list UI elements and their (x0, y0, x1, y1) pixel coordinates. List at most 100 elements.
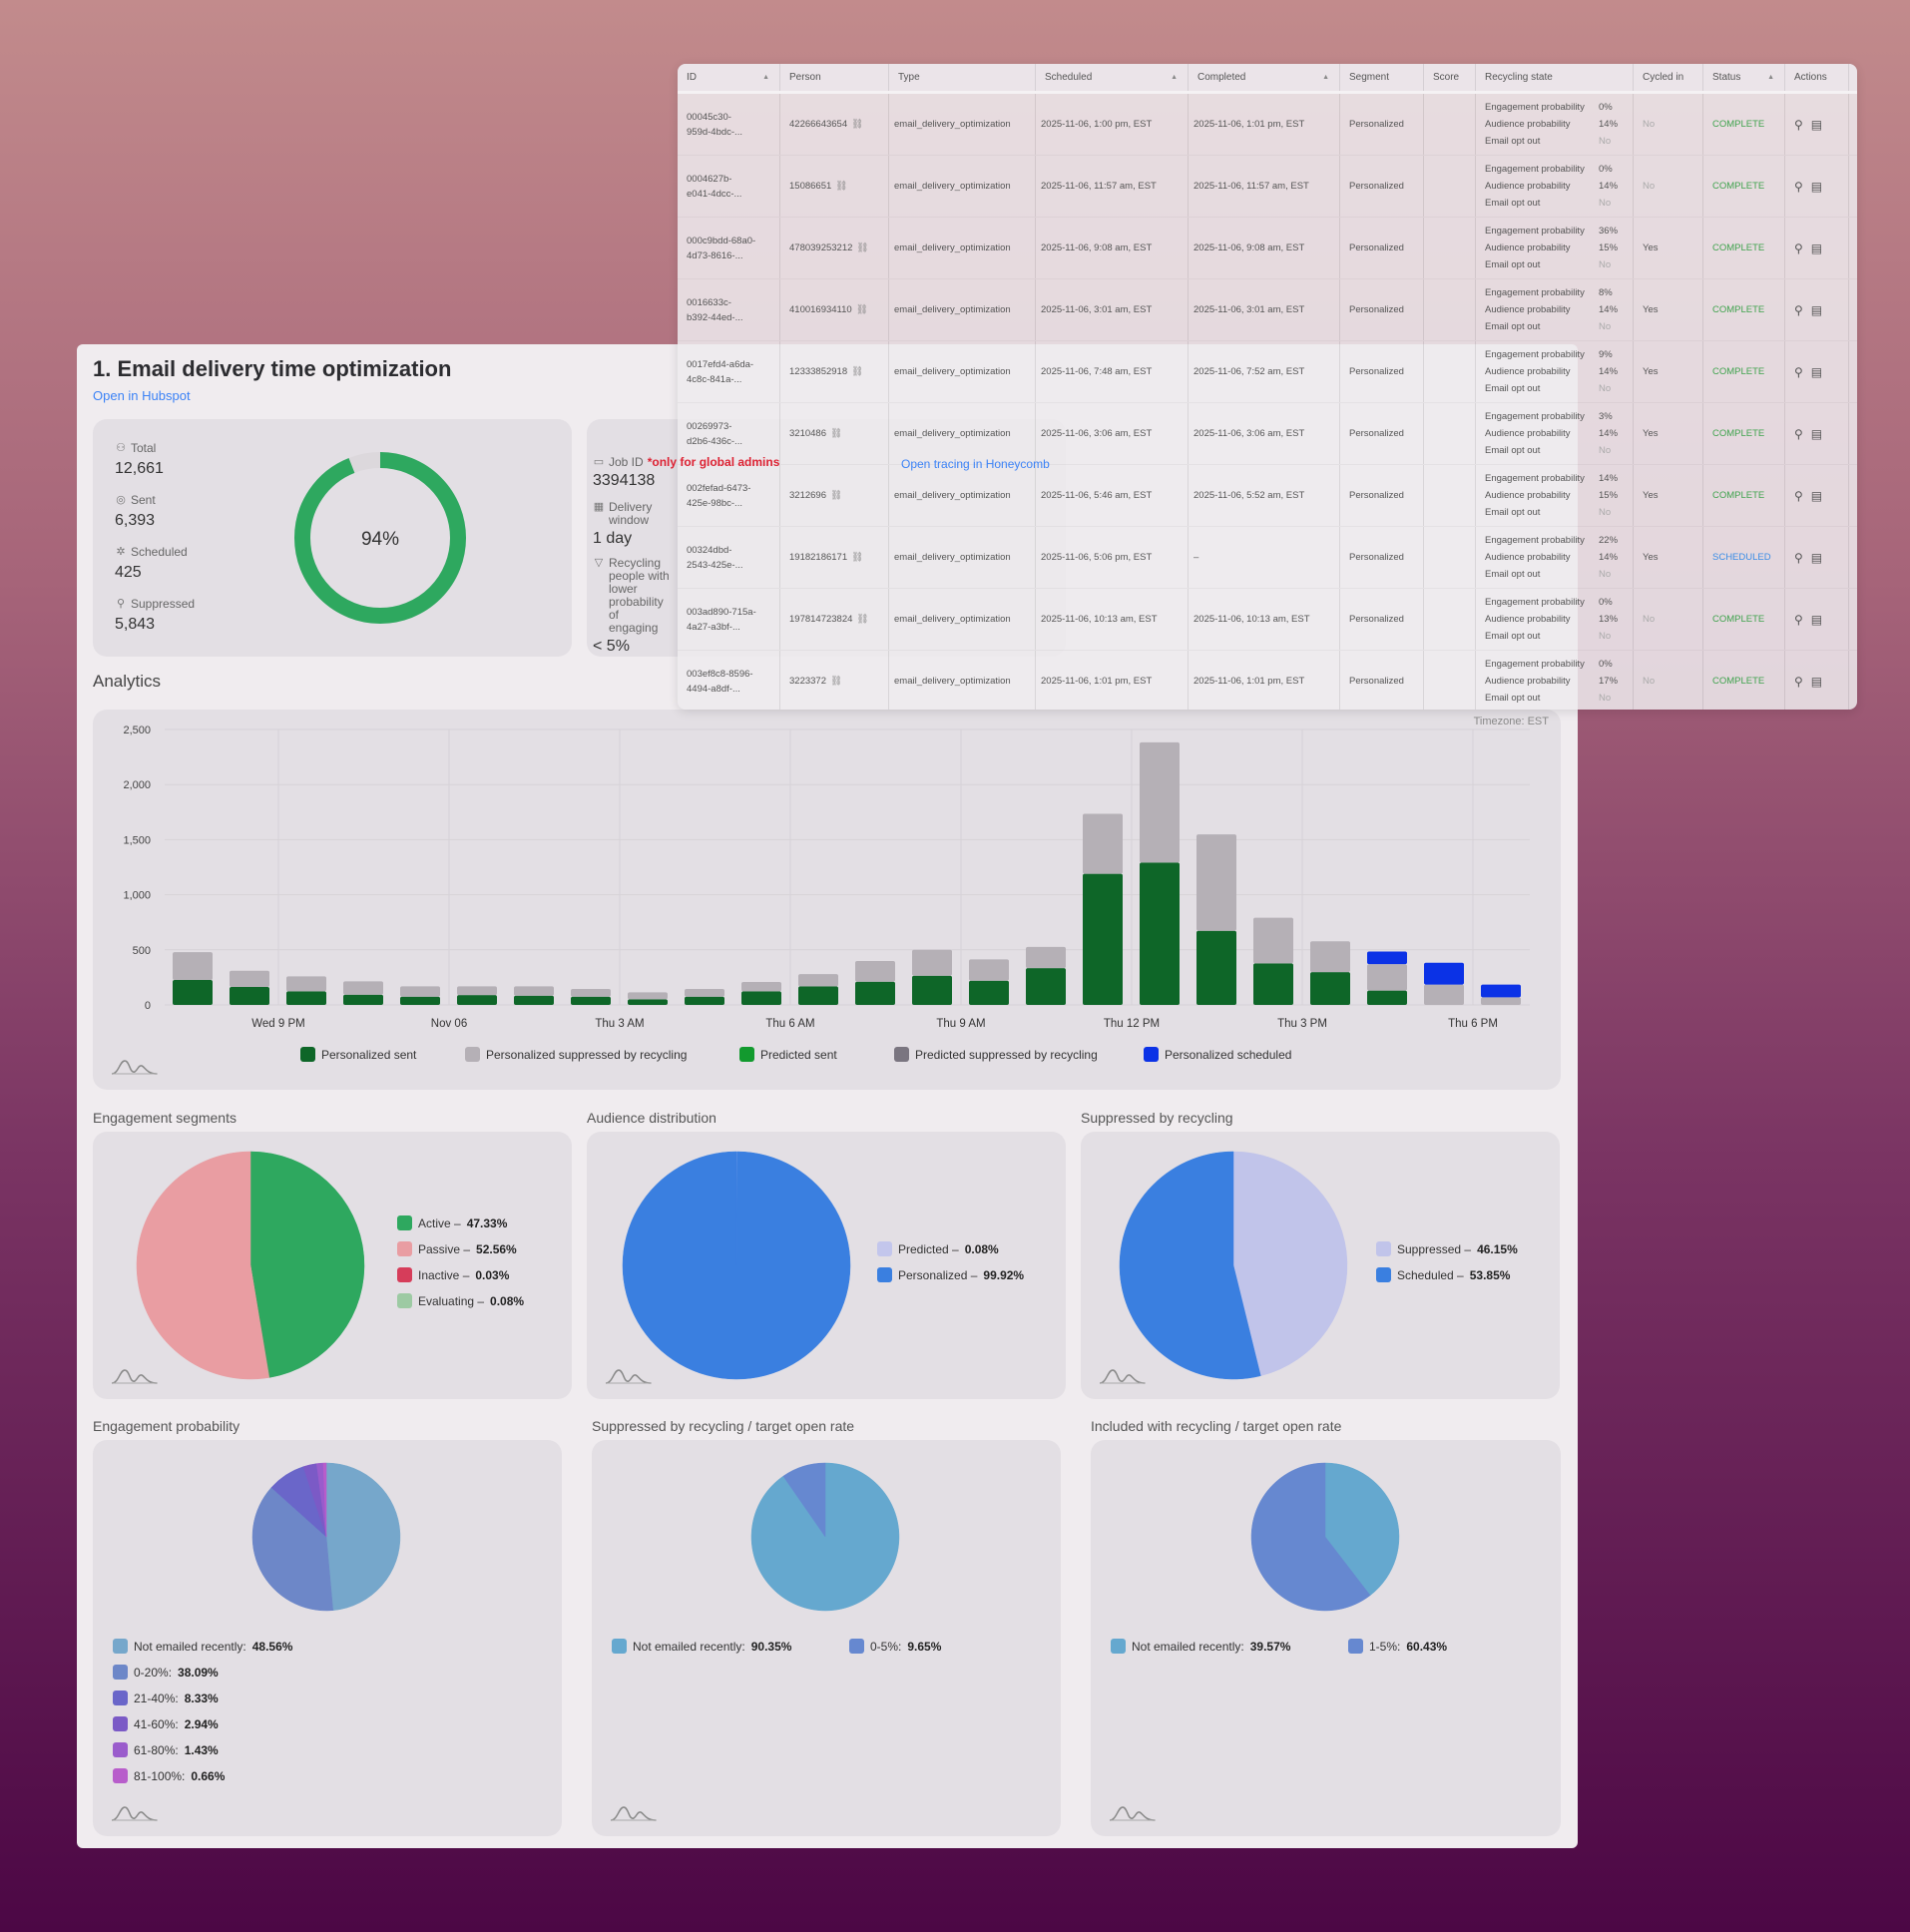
legend-item[interactable]: Not emailed recently: 39.57% (1111, 1639, 1290, 1654)
sort-asc-icon[interactable]: ▲ (762, 74, 769, 81)
legend-label[interactable]: Predicted sent (760, 1048, 837, 1062)
table-row[interactable]: 00269973- d2b6-436c-... 3210486 ⛓ email_deli… (678, 403, 1857, 465)
bar-segment-personalized-sent[interactable] (1253, 963, 1293, 1005)
bar-segment-personalized-suppressed-by-recycling[interactable] (1424, 984, 1464, 1005)
sort-asc-icon[interactable]: ▲ (1322, 74, 1329, 81)
clipboard-icon[interactable]: ▤ (1810, 488, 1823, 503)
bar-segment-personalized-sent[interactable] (1196, 930, 1236, 1005)
bar-segment-personalized-sent[interactable] (230, 987, 269, 1005)
clipboard-icon[interactable]: ▤ (1810, 117, 1823, 132)
user-icon[interactable]: ⚲ (1794, 674, 1803, 689)
bar-segment-personalized-sent[interactable] (286, 991, 326, 1005)
bar-segment-personalized-sent[interactable] (1026, 968, 1066, 1005)
bar-segment-personalized-scheduled[interactable] (1481, 984, 1521, 998)
bar-segment-personalized-sent[interactable] (1367, 990, 1407, 1005)
legend-item[interactable]: Not emailed recently: 48.56% (113, 1639, 292, 1654)
table-row[interactable]: 0016633c-b392-44ed-... 410016934110 ⛓ email… (678, 279, 1857, 341)
bar-segment-personalized-suppressed-by-recycling[interactable] (1310, 941, 1350, 973)
link-icon[interactable]: ⛓ (851, 552, 864, 563)
bar-segment-personalized-suppressed-by-recycling[interactable] (685, 988, 724, 997)
bar-segment-personalized-sent[interactable] (912, 975, 952, 1005)
bar-segment-personalized-sent[interactable] (969, 980, 1009, 1005)
bar-segment-personalized-suppressed-by-recycling[interactable] (912, 949, 952, 976)
table-row[interactable]: 0017efd4-a6da- 4c8c-841a-... 12333852918 ⛓ e… (678, 341, 1857, 403)
legend-item[interactable]: 0-20%: 38.09% (113, 1665, 219, 1680)
bar-segment-personalized-scheduled[interactable] (1424, 962, 1464, 985)
bar-segment-personalized-suppressed-by-recycling[interactable] (1253, 917, 1293, 964)
pie-slice[interactable] (1232, 1151, 1348, 1376)
clipboard-icon[interactable]: ▤ (1810, 179, 1823, 194)
legend-item[interactable]: Evaluating – 0.08% (397, 1293, 524, 1308)
legend-label[interactable]: Predicted suppressed by recycling (915, 1048, 1098, 1062)
bar-segment-personalized-sent[interactable] (1083, 873, 1123, 1005)
user-icon[interactable]: ⚲ (1794, 241, 1803, 255)
legend-item[interactable]: 61-80%: 1.43% (113, 1742, 219, 1757)
sort-asc-icon[interactable]: ▲ (1767, 74, 1774, 81)
legend-item[interactable]: 41-60%: 2.94% (113, 1716, 219, 1731)
column-header[interactable]: Completed ▲ (1189, 64, 1340, 91)
bar-segment-personalized-sent[interactable] (798, 986, 838, 1005)
bar-segment-personalized-suppressed-by-recycling[interactable] (1481, 997, 1521, 1005)
link-icon[interactable]: ⛓ (851, 119, 864, 130)
bar-segment-personalized-sent[interactable] (457, 995, 497, 1005)
bar-segment-personalized-suppressed-by-recycling[interactable] (1196, 834, 1236, 931)
legend-item[interactable]: 1-5%: 60.43% (1348, 1639, 1447, 1654)
table-row[interactable]: 000c9bdd-68a0- 4d73-8616-... 478039253212 ⛓… (678, 218, 1857, 279)
bar-segment-personalized-sent[interactable] (1140, 862, 1180, 1005)
bar-segment-personalized-suppressed-by-recycling[interactable] (230, 970, 269, 988)
user-icon[interactable]: ⚲ (1794, 612, 1803, 627)
link-icon[interactable]: ⛓ (851, 366, 864, 377)
column-header[interactable]: Status ▲ (1703, 64, 1785, 91)
bar-segment-personalized-suppressed-by-recycling[interactable] (1083, 813, 1123, 874)
legend-item[interactable]: Passive – 52.56% (397, 1241, 517, 1256)
bar-segment-personalized-suppressed-by-recycling[interactable] (798, 974, 838, 987)
bar-segment-personalized-sent[interactable] (628, 999, 668, 1005)
column-header[interactable]: Scheduled ▲ (1036, 64, 1189, 91)
bar-segment-personalized-scheduled[interactable] (1367, 951, 1407, 965)
bar-segment-personalized-suppressed-by-recycling[interactable] (855, 961, 895, 982)
legend-item[interactable]: 21-40%: 8.33% (113, 1690, 219, 1705)
pie-slice[interactable] (136, 1151, 269, 1380)
legend-item[interactable]: Scheduled – 53.85% (1376, 1267, 1510, 1282)
bar-segment-personalized-sent[interactable] (400, 996, 440, 1005)
bar-segment-personalized-suppressed-by-recycling[interactable] (1026, 946, 1066, 969)
pie-slice[interactable] (622, 1151, 851, 1380)
table-row[interactable]: 003ef8c8-8596- 4494-a8df-... 3223372 ⛓ email… (678, 651, 1857, 710)
user-icon[interactable]: ⚲ (1794, 550, 1803, 565)
bar-segment-personalized-sent[interactable] (855, 981, 895, 1005)
clipboard-icon[interactable]: ▤ (1810, 364, 1823, 379)
bar-segment-personalized-suppressed-by-recycling[interactable] (457, 986, 497, 996)
bar-segment-personalized-sent[interactable] (1310, 972, 1350, 1005)
pie-slice[interactable] (782, 1462, 826, 1538)
user-icon[interactable]: ⚲ (1794, 302, 1803, 317)
legend-label[interactable]: Personalized sent (321, 1048, 417, 1062)
link-icon[interactable]: ⛓ (829, 428, 843, 439)
pie-slice[interactable] (251, 1487, 333, 1612)
open-in-hubspot-link[interactable]: Open in Hubspot (93, 388, 191, 403)
pie-slice[interactable] (1324, 1462, 1400, 1597)
bar-segment-personalized-suppressed-by-recycling[interactable] (400, 986, 440, 997)
user-icon[interactable]: ⚲ (1794, 426, 1803, 441)
pie-slice[interactable] (1250, 1462, 1371, 1612)
bar-segment-personalized-suppressed-by-recycling[interactable] (571, 988, 611, 997)
legend-label[interactable]: Personalized scheduled (1165, 1048, 1291, 1062)
link-icon[interactable]: ⛓ (829, 490, 843, 501)
bar-segment-personalized-suppressed-by-recycling[interactable] (741, 982, 781, 992)
legend-item[interactable]: Not emailed recently: 90.35% (612, 1639, 791, 1654)
bar-segment-personalized-sent[interactable] (571, 996, 611, 1005)
user-icon[interactable]: ⚲ (1794, 117, 1803, 132)
legend-item[interactable]: Personalized – 99.92% (877, 1267, 1024, 1282)
clipboard-icon[interactable]: ▤ (1810, 241, 1823, 255)
legend-item[interactable]: Suppressed – 46.15% (1376, 1241, 1518, 1256)
table-row[interactable]: 002fefad-6473- 425e-98bc-... 3212696 ⛓ email… (678, 465, 1857, 527)
link-icon[interactable]: ⛓ (829, 676, 843, 687)
user-icon[interactable]: ⚲ (1794, 364, 1803, 379)
legend-item[interactable]: 0-5%: 9.65% (849, 1639, 941, 1654)
user-icon[interactable]: ⚲ (1794, 179, 1803, 194)
link-icon[interactable]: ⛓ (856, 614, 869, 625)
link-icon[interactable]: ⛓ (855, 304, 868, 315)
bar-segment-personalized-suppressed-by-recycling[interactable] (969, 959, 1009, 981)
pie-slice[interactable] (325, 1462, 401, 1611)
bar-segment-personalized-sent[interactable] (514, 995, 554, 1005)
legend-item[interactable]: 81-100%: 0.66% (113, 1768, 225, 1783)
